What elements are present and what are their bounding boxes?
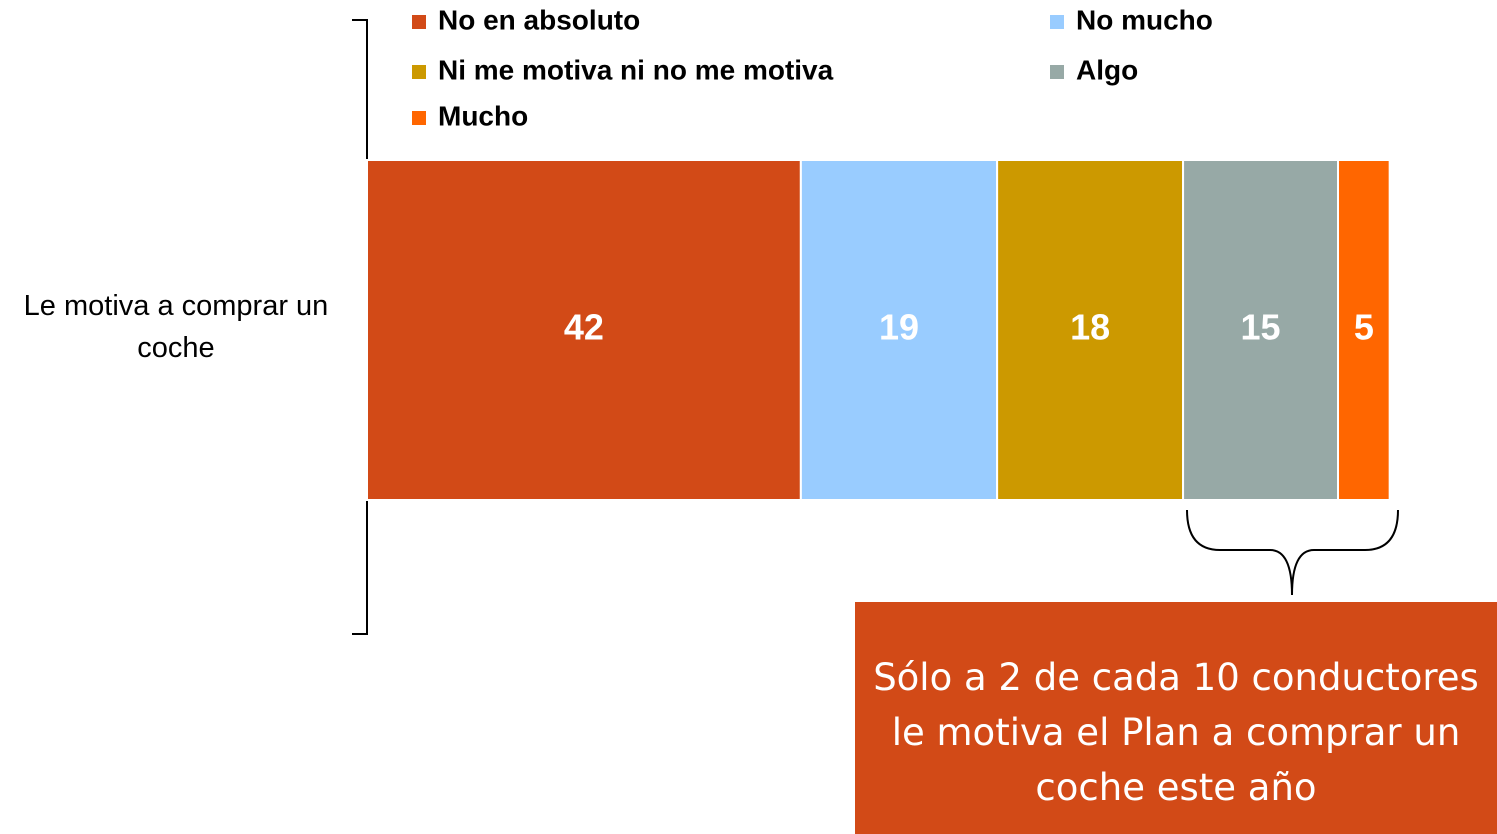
- legend-label: No mucho: [1076, 4, 1213, 35]
- bar-segment: [996, 159, 1185, 501]
- legend-swatch: [412, 111, 426, 125]
- legend-swatch: [1050, 65, 1064, 79]
- axis-bracket: [352, 19, 368, 635]
- legend-label: Algo: [1076, 54, 1138, 85]
- legend-label: Ni me motiva ni no me motiva: [438, 54, 834, 85]
- annotation: Sólo a 2 de cada 10 conductores le motiv…: [855, 602, 1497, 834]
- bar-segment: [1182, 159, 1340, 501]
- data-label: 5: [1354, 307, 1374, 348]
- data-label: 19: [879, 307, 919, 348]
- legend-swatch: [1050, 15, 1064, 29]
- data-label: 18: [1070, 307, 1110, 348]
- legend-swatch: [412, 15, 426, 29]
- curly-brace: [1186, 509, 1399, 596]
- data-label: 15: [1241, 307, 1281, 348]
- legend-swatch: [412, 65, 426, 79]
- data-label: 42: [564, 307, 604, 348]
- bar-segment: [1337, 159, 1391, 501]
- legend-label: Mucho: [438, 100, 528, 131]
- bar-segment: [799, 159, 999, 501]
- category-label: Le motiva a comprar un coche: [23, 290, 329, 364]
- legend-label: No en absoluto: [438, 4, 640, 35]
